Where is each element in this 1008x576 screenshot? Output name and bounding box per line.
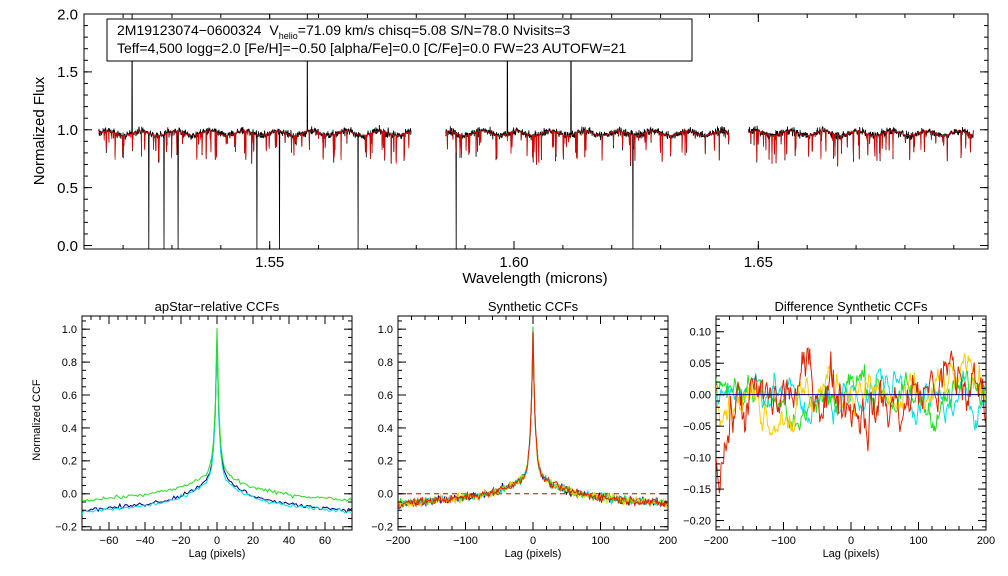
ccf3-lines: [716, 347, 986, 494]
y-tick-label: −0.05: [683, 421, 711, 433]
x-tick-label: 1.60: [499, 254, 528, 271]
x-tick-label: −40: [136, 535, 155, 547]
y-tick-label: 0.4: [62, 423, 77, 435]
x-tick-label: 40: [283, 535, 295, 547]
x-tick-label: −200: [386, 535, 411, 547]
x-tick-label: 100: [591, 535, 609, 547]
ccf-curve-2: [82, 344, 352, 515]
parameter-line-1: 2M19123074−0600324 Vhelio=71.09 km/s chis…: [117, 22, 570, 41]
ccf3-xlabel: Lag (pixels): [823, 548, 880, 560]
ccf1-lines: [82, 327, 352, 515]
y-tick-label: 0.4: [378, 423, 393, 435]
x-tick-label: 0: [530, 535, 536, 547]
ccf-curve-1: [82, 339, 352, 514]
y-tick-label: 0.0: [378, 489, 393, 501]
y-tick-label: 1.0: [57, 122, 78, 139]
y-tick-label: 0.6: [62, 390, 77, 402]
model-spectrum-segment-3: [748, 130, 974, 164]
y-tick-label: 1.5: [57, 64, 78, 81]
y-tick-label: 0.0: [62, 489, 77, 501]
y-tick-label: 0.8: [378, 357, 393, 369]
y-tick-label: 0.10: [690, 327, 711, 339]
x-tick-label: 200: [977, 535, 995, 547]
x-tick-label: −20: [172, 535, 191, 547]
vhelio-symbol: V: [269, 22, 279, 38]
y-tick-label: 0.5: [57, 180, 78, 197]
x-tick-label: −100: [771, 535, 796, 547]
vhelio-subscript: helio: [279, 31, 298, 41]
ccf2-title: Synthetic CCFs: [488, 299, 579, 314]
y-tick-label: 0.00: [690, 390, 711, 402]
ccf1-ticks: −60 −40 −20 0 20 40 60 −0.2 0.0 0.2 0.4 0.6 0.8 1.0: [55, 316, 353, 547]
ccf3-title: Difference Synthetic CCFs: [775, 299, 928, 314]
x-tick-label: 0: [214, 535, 220, 547]
y-tick-label: −0.2: [371, 522, 393, 534]
spectrum-ticks: 1.55 1.60 1.65 0.0 0.5 1.0 1.5 2.0: [57, 6, 988, 271]
star-id: 2M19123074−0600324: [117, 22, 262, 38]
ccf1-ylabel: Normalized CCF: [31, 379, 43, 461]
y-tick-label: −0.20: [683, 515, 711, 527]
ccf3-ticks: −200 −100 0 100 200 −0.20 −0.15 −0.10 −0.05 0.00 0…: [683, 316, 995, 547]
apstar-ccf-panel: −60 −40 −20 0 20 40 60 −0.2 0.0 0.2 0.4 0.6 0.8 1.0 a…: [31, 299, 353, 560]
x-tick-label: −100: [453, 535, 478, 547]
x-tick-label: −200: [704, 535, 729, 547]
y-tick-label: 0.8: [62, 357, 77, 369]
y-tick-label: 0.0: [57, 238, 78, 255]
y-tick-label: 0.2: [62, 456, 77, 468]
parameter-line-2: Teff=4,500 logg=2.0 [Fe/H]=−0.50 [alpha/…: [117, 40, 626, 56]
ccf-curve-5: [398, 331, 668, 510]
y-tick-label: −0.10: [683, 452, 711, 464]
y-tick-label: 1.0: [378, 324, 393, 336]
ccf2-lines: [398, 326, 668, 510]
synthetic-ccf-panel: −200 −100 0 100 200 −0.2 0.0 0.2 0.4 0.6 0.8 1.0 Sy…: [371, 299, 677, 560]
ccf1-xlabel: Lag (pixels): [189, 548, 246, 560]
observed-spectrum-segment-3: [748, 125, 974, 167]
y-tick-label: 0.05: [690, 358, 711, 370]
ccf-curve-3: [82, 327, 352, 503]
spectrum-panel: 1.55 1.60 1.65 0.0 0.5 1.0 1.5 2.0 2M19123074−0…: [31, 6, 989, 287]
x-tick-label: 200: [659, 535, 677, 547]
y-tick-label: 0.2: [378, 456, 393, 468]
x-tick-label: 0: [848, 535, 854, 547]
y-tick-label: 2.0: [57, 6, 78, 23]
difference-curve-4: [716, 347, 986, 494]
x-tick-label: −60: [100, 535, 119, 547]
x-tick-label: 20: [247, 535, 259, 547]
model-spectrum-segment-1: [98, 130, 412, 164]
difference-curve-1: [716, 368, 986, 431]
y-tick-label: 0.6: [378, 390, 393, 402]
parameter-box: [106, 18, 693, 62]
x-tick-label: 100: [909, 535, 927, 547]
x-tick-label: 60: [319, 535, 331, 547]
difference-curve-3: [716, 353, 986, 436]
x-tick-label: 1.65: [744, 254, 773, 271]
ccf2-ticks: −200 −100 0 100 200 −0.2 0.0 0.2 0.4 0.6 0.8 1.0: [371, 316, 677, 547]
ccf2-xlabel: Lag (pixels): [505, 548, 562, 560]
observed-spectrum-segment-1: [98, 14, 412, 249]
spectrum-plot-frame: [83, 13, 989, 250]
y-tick-label: 1.0: [62, 324, 77, 336]
spectrum-xlabel: Wavelength (microns): [462, 270, 607, 287]
spectrum-lines: [98, 14, 974, 249]
model-spectrum-segment-2: [445, 130, 730, 164]
spectrum-ylabel: Normalized Flux: [31, 76, 48, 185]
y-tick-label: −0.2: [55, 522, 77, 534]
y-tick-label: −0.15: [683, 484, 711, 496]
difference-ccf-panel: −200 −100 0 100 200 −0.20 −0.15 −0.10 −0.05 0.00 0…: [683, 299, 995, 560]
ccf-curve-4: [398, 331, 668, 510]
x-tick-label: 1.55: [255, 254, 284, 271]
visit-stats: =71.09 km/s chisq=5.08 S/N=78.0 Nvisits=…: [298, 22, 571, 38]
ccf1-title: apStar−relative CCFs: [155, 299, 280, 314]
